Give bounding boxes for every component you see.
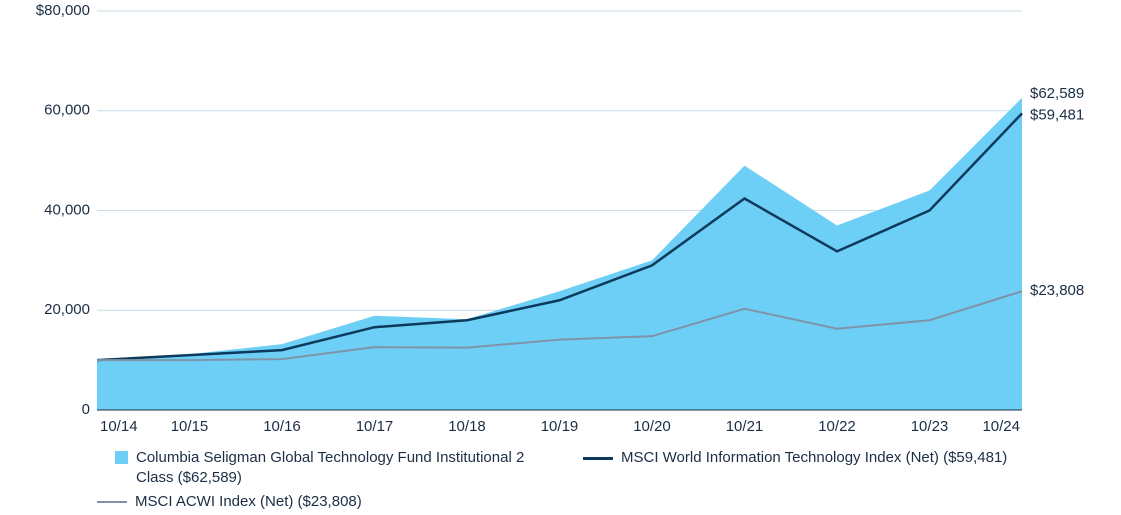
y-tick-label: 20,000 bbox=[44, 301, 90, 318]
x-tick-label: 10/16 bbox=[263, 418, 301, 435]
legend-swatch bbox=[583, 457, 613, 460]
value-label: $62,589 bbox=[1030, 85, 1084, 102]
legend-label: MSCI World Information Technology Index … bbox=[621, 449, 1008, 466]
x-tick-label: 10/18 bbox=[448, 418, 486, 435]
x-tick-label: 10/17 bbox=[356, 418, 394, 435]
y-tick-label: 40,000 bbox=[44, 201, 90, 218]
legend-swatch bbox=[97, 501, 127, 503]
line bbox=[97, 290, 1023, 362]
legend-item: MSCI ACWI Index (Net) ($23,808) bbox=[97, 492, 497, 512]
legend-swatch bbox=[115, 451, 128, 464]
x-tick-label: 10/20 bbox=[633, 418, 671, 435]
x-tick-label: 10/15 bbox=[171, 418, 209, 435]
x-tick-label: 10/19 bbox=[541, 418, 579, 435]
y-tick-label: 0 bbox=[82, 401, 90, 418]
value-label: $23,808 bbox=[1030, 282, 1084, 299]
legend-label: Columbia Seligman Global Technology Fund… bbox=[136, 449, 525, 486]
legend-label: MSCI ACWI Index (Net) ($23,808) bbox=[135, 493, 362, 510]
x-tick-label: 10/23 bbox=[911, 418, 949, 435]
value-label: $59,481 bbox=[1030, 106, 1084, 123]
legend-item: Columbia Seligman Global Technology Fund… bbox=[115, 448, 555, 488]
legend-item: MSCI World Information Technology Index … bbox=[583, 448, 1053, 468]
area bbox=[97, 97, 1022, 410]
x-tick-label: 10/21 bbox=[726, 418, 764, 435]
x-tick-label: 10/24 bbox=[982, 418, 1020, 435]
x-tick-label: 10/22 bbox=[818, 418, 856, 435]
line bbox=[96, 112, 1023, 362]
y-tick-label: 60,000 bbox=[44, 102, 90, 119]
y-tick-label: $80,000 bbox=[36, 2, 90, 19]
x-tick-label: 10/14 bbox=[100, 418, 138, 435]
chart: 0 20,000 40,000 60,000 $80,000 $62,589 $59,481… bbox=[36, 2, 1084, 435]
